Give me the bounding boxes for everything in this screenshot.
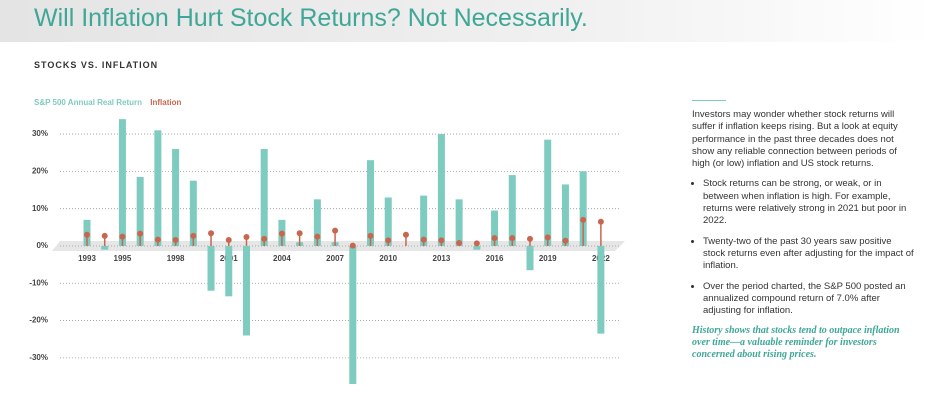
y-tick-label: 20% [32,166,48,175]
lollipop-dot [225,237,232,244]
bar [437,134,445,246]
lollipop-dot [420,236,427,243]
lollipop-dot [243,234,250,241]
lollipop-dot [562,237,569,244]
lollipop-dot [402,231,409,238]
bar [384,197,392,246]
lollipop-dot [314,233,321,240]
bar [207,245,215,291]
bar [118,119,126,246]
bar [491,210,499,246]
rule [692,100,726,101]
chart: 30%20%10%0%-10%-20%-30%19931995199820012… [29,119,625,384]
y-tick-label: 0% [36,241,48,250]
x-tick-label: 1993 [78,254,96,263]
lollipop-dot [349,242,356,249]
x-tick-label: 2013 [433,254,451,263]
legend: S&P 500 Annual Real Return Inflation [34,98,187,107]
y-tick-label: -30% [29,353,48,362]
lollipop-dot [172,237,179,244]
bar [260,148,268,246]
lollipop-dot [296,230,303,237]
bar [136,176,144,246]
x-tick-label: 2016 [486,254,504,263]
page-title: Will Inflation Hurt Stock Returns? Not N… [34,4,588,32]
bar [225,245,233,297]
lollipop-dot [544,234,551,241]
lollipop-dot [190,232,197,239]
bar [544,139,552,246]
lollipop-dot [385,237,392,244]
lollipop-dot [84,231,90,238]
bar [154,130,162,246]
bar [349,245,357,384]
closing-text: History shows that stocks tend to outpac… [692,325,900,361]
intro-text: Investors may wonder whether stock retur… [692,109,898,170]
bar [508,175,516,246]
bullet-list: Stock returns can be strong, or weak, or… [692,178,914,317]
lollipop-dot [332,227,339,234]
x-tick-label: 2007 [326,254,344,263]
lollipop-dot [278,230,285,237]
y-tick-label: -10% [29,278,48,287]
bullet: Stock returns can be strong, or weak, or… [703,178,914,227]
bar [561,184,569,246]
bar [101,245,109,250]
bar [172,148,180,246]
bar [242,245,250,336]
bar [420,195,428,246]
lollipop-dot [367,232,374,239]
bar [455,199,463,246]
x-tick-label: 2019 [539,254,557,263]
bar [367,160,375,246]
x-tick-label: 1995 [114,254,132,263]
x-tick-label: 2004 [273,254,291,263]
lollipop-dot [137,230,144,237]
bullet: Over the period charted, the S&P 500 pos… [703,281,914,318]
legend-entry: S&P 500 Annual Real Return [34,98,143,107]
lollipop-dot [473,240,480,247]
x-tick-label: 2010 [379,254,397,263]
sidebar: Investors may wonder whether stock retur… [692,100,914,361]
lollipop-dot [597,218,604,225]
bar [473,245,481,250]
legend-entry: Inflation [150,98,182,107]
lollipop-dot [509,235,516,242]
bar [313,199,321,246]
lollipop-dot [527,235,533,242]
lollipop-dot [101,232,108,239]
lollipop-dot [580,216,587,223]
lollipop-dot [119,233,126,240]
y-tick-label: 10% [32,204,48,213]
lollipop-dot [261,235,268,242]
bar [526,245,534,271]
bar [597,245,605,334]
chart-subtitle: STOCKS VS. INFLATION [34,60,159,70]
lollipop-dot [208,230,215,237]
lollipop-dot [438,237,445,244]
y-tick-label: 30% [32,129,48,138]
bar [189,180,197,246]
bar [579,171,587,246]
x-tick-label: 1998 [167,254,185,263]
lollipop-dot [154,236,161,243]
y-tick-label: -20% [29,316,48,325]
lollipop-dot [456,239,463,246]
title-banner [0,0,933,42]
lollipop-dot [491,235,498,242]
bullet: Twenty-two of the past 30 years saw posi… [703,236,914,273]
